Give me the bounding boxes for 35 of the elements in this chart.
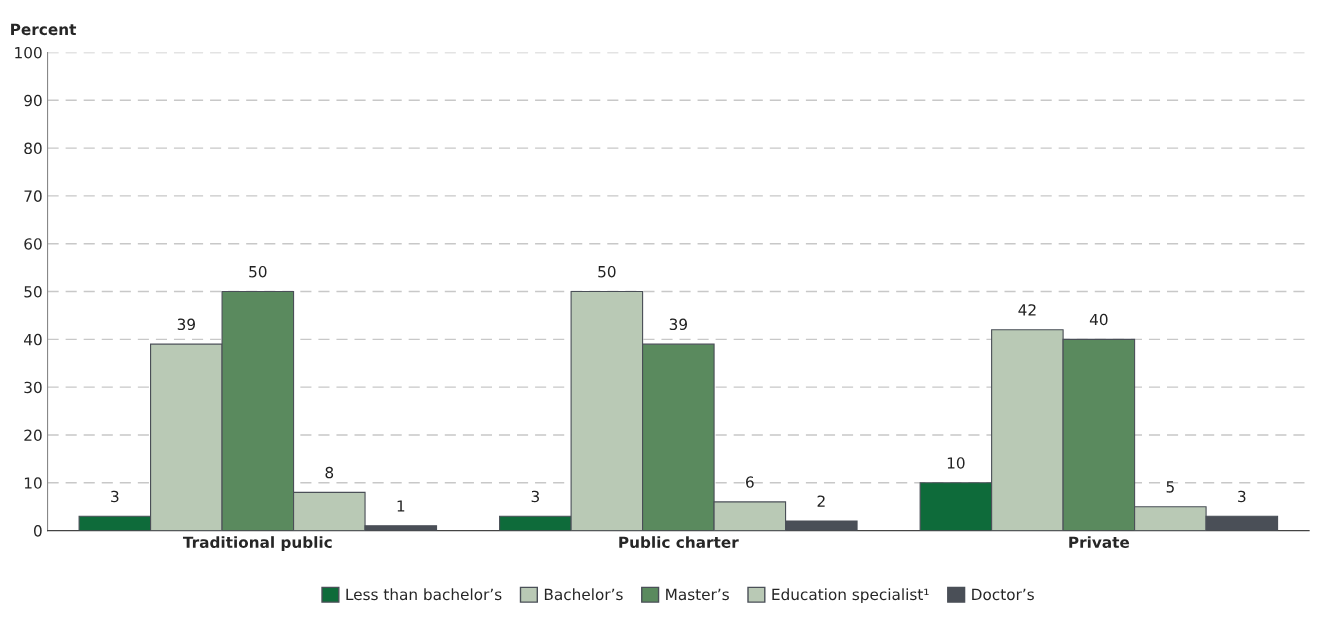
data-label: 2: [817, 495, 825, 507]
data-label: 6: [746, 476, 754, 488]
legend-label: Doctor’s: [972, 588, 1034, 601]
data-label: 40: [1089, 313, 1108, 326]
data-label: 3: [1238, 490, 1246, 503]
data-label: 50: [249, 265, 267, 278]
y-tick-label: 50: [24, 286, 42, 298]
data-label: 42: [1018, 304, 1036, 316]
data-label: 10: [947, 457, 965, 469]
y-tick-label: 0: [33, 525, 42, 537]
x-tick-label: Public charter: [619, 536, 739, 548]
x-tick-label: Private: [1069, 536, 1130, 548]
data-label: 3: [531, 490, 539, 503]
y-tick-label: 40: [24, 333, 42, 346]
data-label: 8: [325, 466, 334, 479]
data-label: 50: [598, 265, 616, 278]
x-tick-label: Traditional public: [182, 536, 332, 551]
data-label: 3: [111, 490, 119, 503]
y-tick-label: 60: [24, 238, 42, 250]
data-label: 5: [1166, 481, 1174, 493]
y-tick-label: 20: [24, 429, 42, 442]
data-label: 39: [669, 318, 687, 331]
y-tick-label: 30: [24, 381, 42, 394]
legend-label: Education specialist¹: [772, 588, 929, 604]
data-label: 39: [177, 318, 195, 331]
y-tick-label: 100: [15, 46, 42, 59]
legend-label: Master’s: [666, 588, 729, 601]
y-tick-label: 90: [24, 94, 42, 107]
y-tick-label: 70: [24, 190, 42, 202]
y-axis-title: Percent: [11, 23, 77, 36]
legend-label: Bachelor’s: [544, 588, 623, 601]
y-tick-label: 10: [24, 477, 42, 489]
data-label: 1: [397, 500, 405, 512]
y-tick-label: 80: [24, 142, 42, 155]
legend-label: Less than bachelor’s: [346, 588, 502, 601]
